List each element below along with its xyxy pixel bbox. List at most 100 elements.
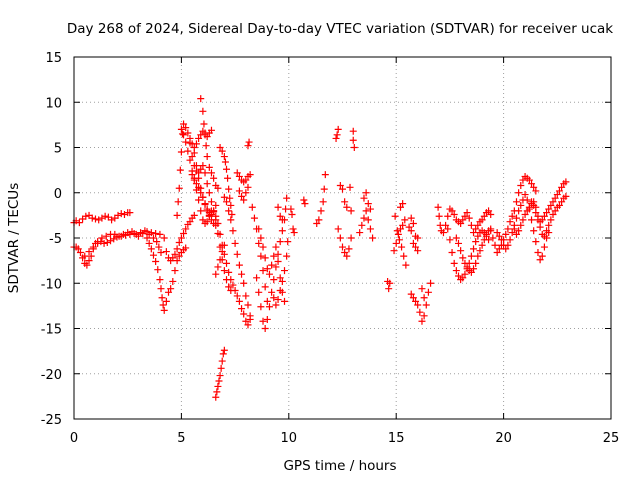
y-tick-label: -5 [49, 232, 62, 247]
data-point [409, 239, 417, 247]
data-point [259, 267, 267, 275]
y-tick-label: -20 [41, 368, 62, 383]
data-point [218, 357, 226, 365]
data-point [452, 234, 460, 242]
data-point [215, 377, 223, 385]
data-point [201, 200, 209, 208]
data-point [549, 198, 557, 206]
data-point [265, 303, 273, 311]
y-tick-label: 15 [45, 51, 62, 66]
data-point [182, 244, 190, 252]
data-point [465, 214, 473, 222]
data-point [205, 189, 213, 197]
data-point [152, 229, 160, 237]
data-point [448, 207, 456, 215]
data-point [184, 129, 192, 137]
data-point [115, 232, 123, 240]
data-point [202, 142, 210, 150]
data-point [261, 283, 269, 291]
data-point [101, 212, 109, 220]
data-point [214, 382, 222, 390]
data-point [336, 234, 344, 242]
data-point [192, 180, 200, 188]
data-point [405, 223, 413, 231]
data-point [216, 372, 224, 380]
data-point [220, 153, 228, 161]
series-arc-k [190, 126, 215, 151]
series-arc-z [487, 172, 540, 256]
data-point [562, 192, 570, 200]
series-arc-q [248, 194, 292, 332]
data-point [245, 138, 253, 146]
data-point [171, 250, 179, 258]
data-point [154, 266, 162, 274]
data-point [214, 229, 222, 237]
data-point [334, 125, 342, 133]
series-arc-a [70, 209, 134, 227]
plot-frame [73, 56, 612, 420]
data-point [147, 245, 155, 253]
data-point [157, 285, 165, 293]
data-point [530, 201, 538, 209]
data-point [214, 220, 222, 228]
data-point [246, 171, 254, 179]
data-point [418, 317, 426, 325]
data-point [207, 210, 215, 218]
data-point [536, 256, 544, 264]
data-point [117, 210, 125, 218]
data-point [444, 212, 452, 220]
data-point [197, 207, 205, 215]
data-point [497, 236, 505, 244]
data-point [195, 183, 203, 191]
data-point [493, 248, 501, 256]
data-point [255, 225, 263, 233]
data-point [472, 225, 480, 233]
data-point [126, 209, 134, 217]
data-point [216, 256, 224, 264]
data-point [452, 267, 460, 275]
data-point [201, 169, 209, 177]
data-point [91, 215, 99, 223]
data-point [233, 250, 241, 258]
data-point [177, 148, 185, 156]
data-point [333, 131, 341, 139]
data-point [176, 166, 184, 174]
x-tick-label: 15 [388, 431, 405, 446]
data-point [81, 252, 89, 260]
data-point [167, 285, 175, 293]
data-point [281, 297, 289, 305]
data-point [495, 232, 503, 240]
data-point [454, 272, 462, 280]
data-point [87, 252, 95, 260]
data-point [313, 220, 321, 228]
data-point [257, 252, 265, 260]
data-point [482, 230, 490, 238]
data-point [98, 234, 106, 242]
data-point [424, 288, 432, 296]
data-point [94, 239, 102, 247]
data-point [203, 205, 211, 213]
y-tick-label: 5 [54, 142, 62, 157]
data-point [174, 198, 182, 206]
data-point [203, 218, 211, 226]
data-point [457, 220, 465, 228]
data-point [532, 238, 540, 246]
data-point [272, 263, 280, 271]
data-point [414, 234, 422, 242]
data-point [268, 261, 276, 269]
data-point [444, 225, 452, 233]
data-point [240, 196, 248, 204]
data-point [257, 303, 265, 311]
data-point [270, 252, 278, 260]
series-arc-l [216, 144, 236, 218]
data-point [250, 214, 258, 222]
data-point [399, 200, 407, 208]
data-point [319, 198, 327, 206]
data-point [156, 276, 164, 284]
data-point [350, 144, 358, 151]
data-point [184, 147, 192, 155]
data-point [224, 174, 232, 182]
data-point [364, 216, 372, 224]
data-point [186, 218, 194, 226]
data-point [391, 212, 399, 220]
